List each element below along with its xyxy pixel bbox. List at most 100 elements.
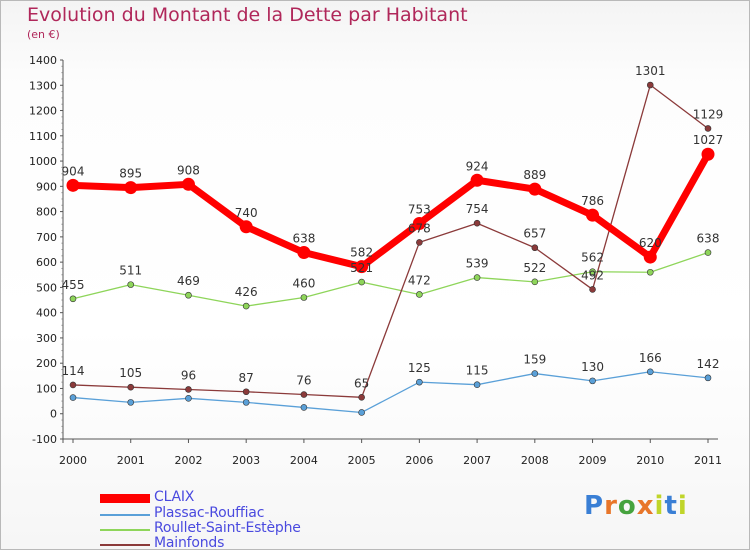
data-label-1: 125	[408, 361, 431, 375]
x-tick-label: 2010	[636, 454, 664, 467]
series-point-1	[589, 377, 596, 385]
series-point-0	[355, 260, 369, 274]
data-label-0: 582	[350, 246, 373, 260]
y-tick-label: 0	[50, 408, 57, 421]
data-label-0: 904	[62, 164, 85, 178]
y-tick-label: 800	[36, 206, 57, 219]
x-tick-label: 2004	[290, 454, 318, 467]
series-point-0	[586, 208, 600, 222]
data-label-2: 472	[408, 273, 431, 287]
logo-letter: P	[584, 491, 605, 521]
series-point-2	[300, 294, 308, 301]
data-label-0: 753	[408, 202, 431, 216]
series-point-2	[185, 291, 192, 299]
logo-letter: t	[664, 491, 678, 521]
data-label-2: 562	[581, 251, 604, 265]
chart-title: Evolution du Montant de la Dette par Hab…	[27, 4, 468, 26]
series-point-1	[531, 370, 539, 377]
series-point-2	[127, 281, 135, 288]
data-label-3: 114	[62, 364, 85, 378]
series-point-3	[646, 81, 654, 89]
y-tick-label: 700	[36, 231, 57, 244]
series-point-1	[473, 381, 481, 388]
data-label-0: 620	[639, 236, 662, 250]
series-point-0	[470, 173, 484, 187]
x-tick-label: 2002	[174, 454, 202, 467]
series-line-1	[72, 371, 709, 414]
data-label-1: 166	[639, 351, 662, 365]
data-label-2: 469	[177, 274, 200, 288]
x-tick-label: 2000	[59, 454, 87, 467]
series-point-3	[589, 286, 596, 293]
data-label-2: 539	[466, 257, 489, 271]
logo-letter: x	[636, 491, 655, 521]
data-label-2: 455	[62, 278, 85, 292]
series-point-0	[528, 182, 542, 196]
data-label-0: 908	[177, 163, 200, 177]
x-tick-label: 2005	[348, 454, 376, 467]
series-point-2	[646, 268, 654, 276]
y-tick-label: 1200	[29, 105, 57, 118]
series-point-1	[416, 378, 423, 386]
x-tick-label: 2001	[117, 454, 145, 467]
series-point-0	[239, 220, 253, 234]
series-point-2	[358, 278, 365, 286]
data-label-3: 492	[581, 268, 604, 282]
y-tick-label: 600	[36, 256, 57, 269]
legend-label-roullet-saint-estephe: Roullet-Saint-Estèphe	[154, 520, 301, 536]
x-tick-label: 2011	[694, 454, 722, 467]
series-point-0	[297, 246, 311, 260]
data-label-0: 740	[235, 206, 258, 220]
x-tick-label: 2003	[232, 454, 260, 467]
data-label-1: 130	[581, 360, 604, 374]
data-label-3: 76	[296, 374, 311, 388]
series-point-1	[185, 395, 192, 402]
data-label-2: 511	[119, 264, 142, 278]
series-point-0	[124, 181, 138, 195]
series-line-0	[69, 150, 712, 271]
series-point-2	[69, 295, 77, 303]
series-point-1	[242, 399, 250, 406]
y-tick-label: 200	[36, 357, 57, 370]
logo-letter: r	[604, 491, 618, 521]
data-label-2: 426	[235, 285, 258, 299]
legend-label-mainfonds: Mainfonds	[154, 535, 225, 551]
y-tick-label: 1300	[29, 79, 57, 92]
series-point-0	[66, 178, 80, 192]
legend-swatch-roullet-saint-estephe	[100, 529, 150, 531]
data-label-2: 521	[350, 261, 373, 275]
series-point-3	[185, 386, 192, 393]
y-tick-label: 1000	[29, 155, 57, 168]
series-point-2	[589, 268, 596, 276]
y-tick-label: 300	[36, 332, 57, 345]
data-label-3: 1301	[635, 64, 666, 78]
data-label-3: 87	[239, 371, 254, 385]
data-label-0: 1027	[693, 133, 724, 147]
series-point-3	[69, 381, 77, 389]
y-tick-label: 500	[36, 281, 57, 294]
data-label-3: 1129	[693, 107, 724, 121]
series-point-2	[704, 249, 712, 256]
data-label-3: 657	[523, 227, 546, 241]
series-point-1	[646, 368, 654, 376]
data-label-1: 115	[466, 364, 489, 378]
series-point-0	[181, 177, 195, 191]
series-point-0	[701, 147, 715, 161]
y-tick-label: 400	[36, 307, 57, 320]
x-tick-label: 2006	[405, 454, 433, 467]
proxiti-logo: Proxiti	[584, 491, 688, 521]
legend-label-claix: CLAIX	[154, 489, 195, 505]
series-point-2	[473, 274, 481, 281]
x-tick-label: 2007	[463, 454, 491, 467]
data-label-3: 65	[354, 376, 369, 390]
data-label-1: 159	[523, 353, 546, 367]
data-label-0: 895	[119, 167, 142, 181]
data-label-2: 638	[697, 232, 720, 246]
data-label-2: 460	[292, 277, 315, 291]
data-label-2: 522	[523, 261, 546, 275]
chart-unit: (en €)	[27, 28, 60, 41]
x-tick-label: 2008	[521, 454, 549, 467]
series-point-3	[531, 244, 539, 252]
series-point-2	[416, 291, 423, 298]
